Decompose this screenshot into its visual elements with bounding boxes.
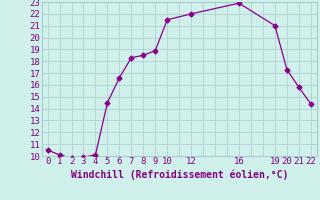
X-axis label: Windchill (Refroidissement éolien,°C): Windchill (Refroidissement éolien,°C) [70,169,288,180]
